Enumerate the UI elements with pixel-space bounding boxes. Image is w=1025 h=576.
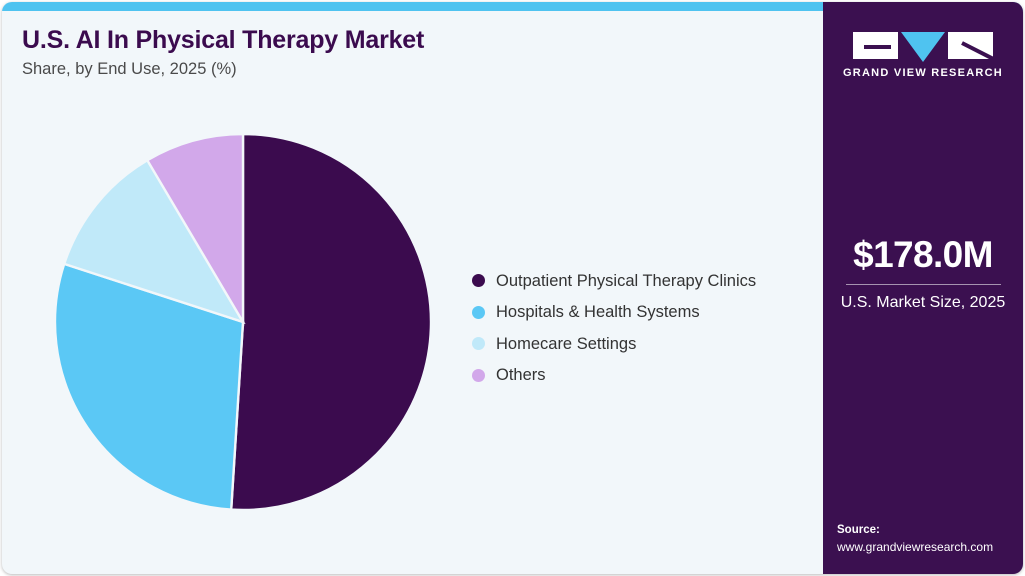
logo-marks — [853, 32, 993, 62]
brand-sidebar: GRAND VIEW RESEARCH $178.0M U.S. Market … — [823, 2, 1023, 574]
legend-item-label: Hospitals & Health Systems — [496, 303, 700, 321]
legend-item-label: Others — [496, 366, 546, 384]
source-block: Source: www.grandviewresearch.com — [837, 522, 1015, 556]
pie-slice — [145, 134, 245, 327]
legend-item-label: Homecare Settings — [496, 334, 637, 353]
pie-slice — [229, 134, 431, 510]
header: U.S. AI In Physical Therapy Market Share… — [22, 26, 782, 80]
market-size-caption: U.S. Market Size, 2025 — [840, 293, 1006, 311]
legend-item[interactable]: Others — [472, 360, 756, 392]
market-size-stat: $178.0M U.S. Market Size, 2025 — [833, 234, 1013, 314]
pie-slice — [62, 158, 246, 325]
logo-wordmark: GRAND VIEW RESEARCH — [842, 67, 1004, 79]
legend-color-swatch-icon — [472, 368, 485, 382]
pie-chart — [55, 134, 431, 510]
legend-color-swatch-icon — [472, 337, 485, 351]
top-accent-bar — [2, 2, 1023, 11]
pie-slice — [55, 262, 245, 510]
logo-letter-v-triangle-icon — [901, 32, 945, 62]
logo-letter-r-icon — [948, 32, 993, 59]
legend-item-label: Outpatient Physical Therapy Clinics — [496, 271, 757, 290]
logo-letter-g-icon — [853, 32, 898, 59]
chart-legend: Outpatient Physical Therapy Clinics Hospi… — [472, 265, 756, 391]
page-title: U.S. AI In Physical Therapy Market — [22, 26, 425, 54]
pie-chart-svg — [55, 134, 431, 510]
legend-item[interactable]: Outpatient Physical Therapy Clinics — [472, 265, 756, 297]
legend-item[interactable]: Homecare Settings — [472, 328, 756, 360]
stat-divider — [845, 283, 1001, 285]
legend-color-swatch-icon — [472, 274, 485, 288]
source-url: www.grandviewresearch.com — [837, 539, 994, 554]
legend-item[interactable]: Hospitals & Health Systems — [472, 297, 756, 329]
chart-subtitle: Share, by End Use, 2025 (%) — [22, 60, 237, 78]
legend-color-swatch-icon — [472, 305, 485, 319]
market-size-value: $178.0M — [853, 234, 993, 275]
source-label: Source: — [837, 523, 880, 536]
gvr-logo: GRAND VIEW RESEARCH — [823, 32, 1023, 79]
